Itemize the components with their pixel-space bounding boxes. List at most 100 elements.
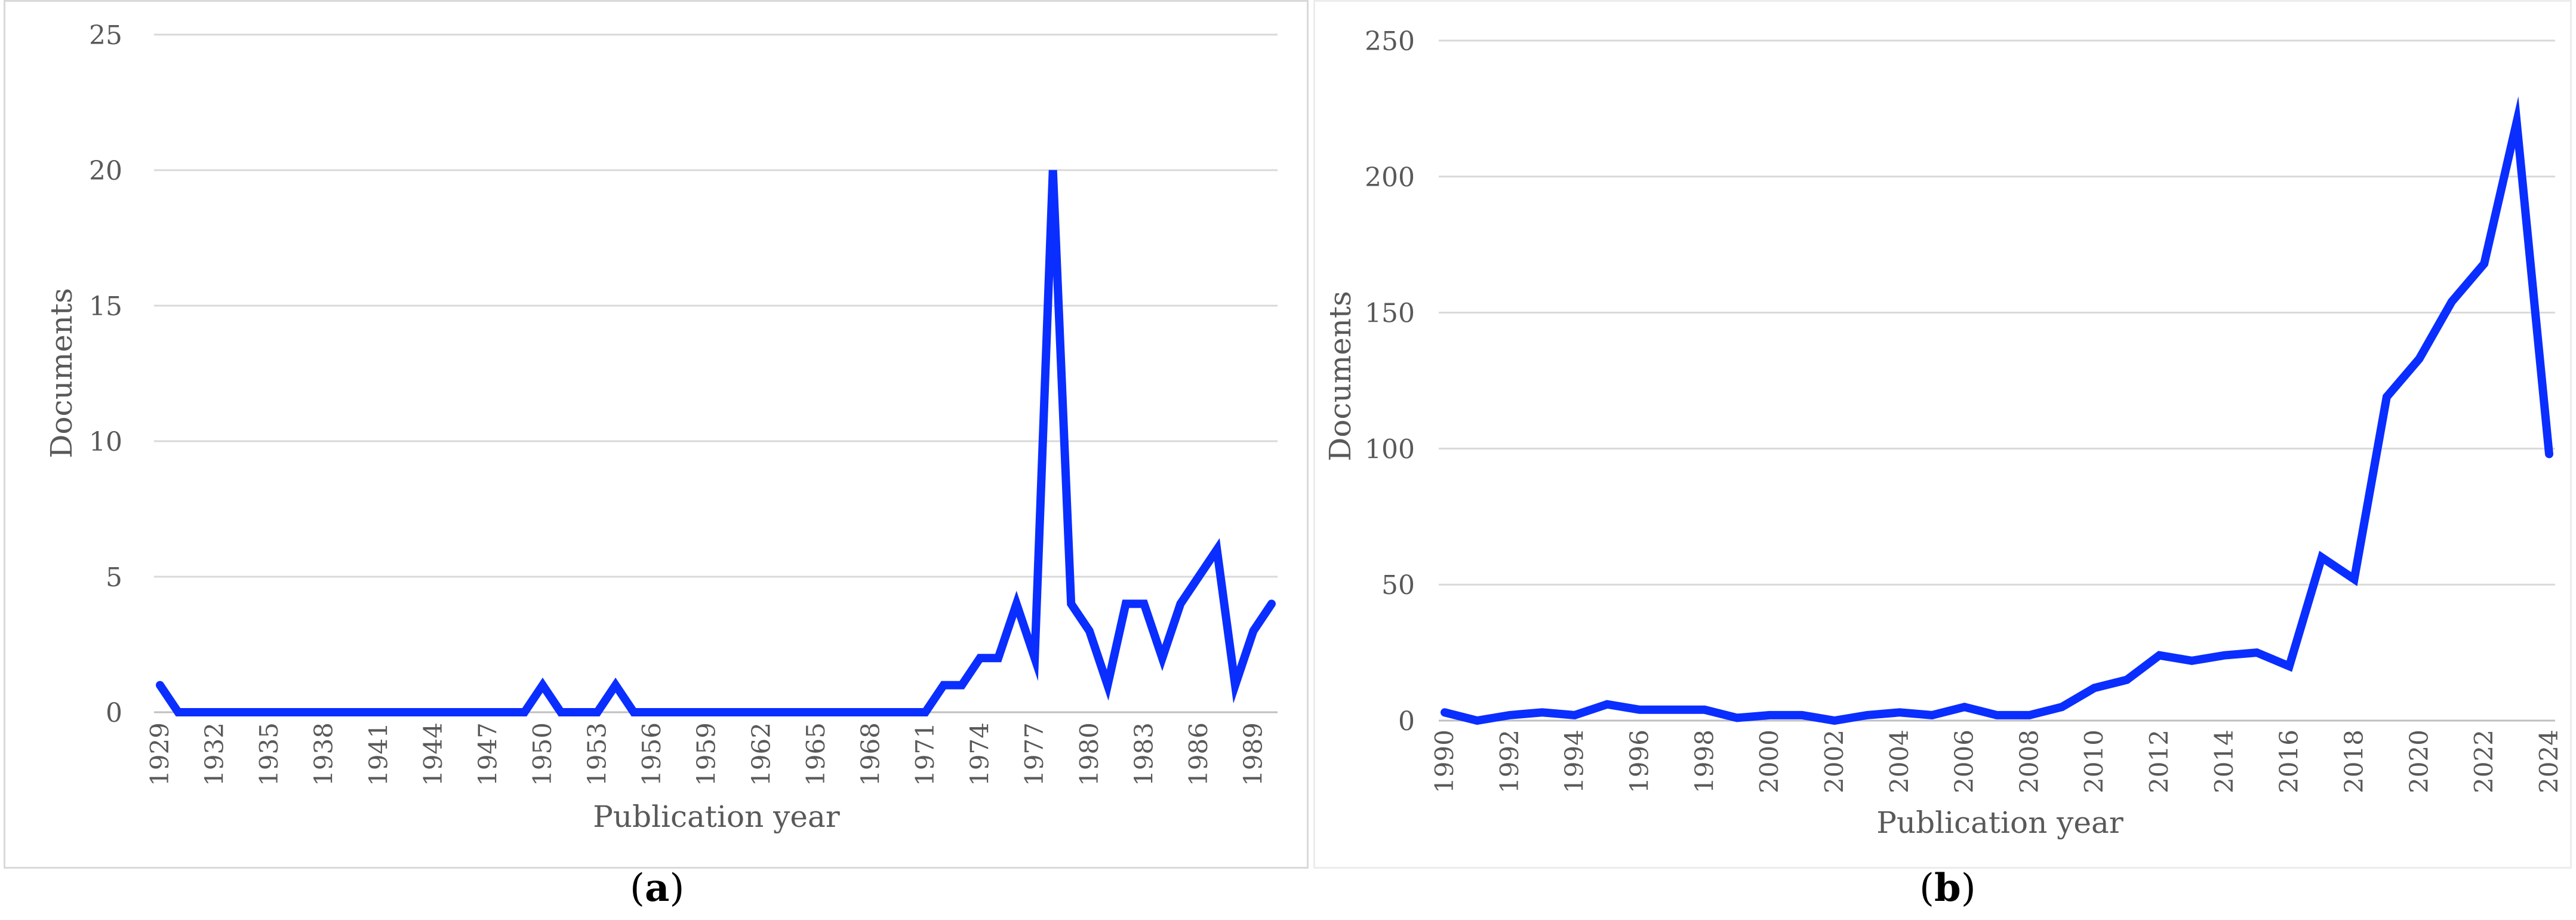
chart-a-x-tick-label: 1956 bbox=[637, 722, 666, 786]
chart-b-x-tick-label: 2000 bbox=[1755, 730, 1784, 793]
chart-a-data-point bbox=[959, 683, 964, 688]
chart-a-data-point bbox=[686, 710, 691, 715]
chart-b-y-tick-label: 200 bbox=[1365, 162, 1415, 193]
chart-a-data-point bbox=[1141, 601, 1146, 606]
chart-b-data-point bbox=[2060, 704, 2064, 709]
chart-b-y-tick-label: 50 bbox=[1381, 570, 1415, 601]
chart-a-data-point bbox=[577, 710, 581, 715]
chart-a-data-point bbox=[1105, 683, 1110, 688]
chart-a-x-axis-label: Publication year bbox=[593, 799, 840, 834]
chart-a-data-point bbox=[996, 656, 1001, 660]
chart-a-data-point bbox=[777, 710, 782, 715]
chart-b-x-tick-label: 2004 bbox=[1885, 730, 1914, 793]
chart-b-x-tick-label: 2024 bbox=[2534, 730, 2563, 793]
chart-b-data-point bbox=[1572, 713, 1577, 718]
chart-b-x-tick-label: 2010 bbox=[2079, 730, 2109, 793]
chart-b-x-tick-label: 1992 bbox=[1495, 730, 1524, 793]
chart-a-data-point bbox=[1196, 574, 1201, 579]
chart-a-data-point bbox=[795, 710, 800, 715]
chart-a-data-point bbox=[358, 710, 363, 715]
chart-a-x-tick-label: 1953 bbox=[583, 722, 612, 786]
chart-b-x-axis-label: Publication year bbox=[1876, 805, 2123, 840]
chart-a-data-point bbox=[158, 683, 162, 688]
chart-b-data-point bbox=[2027, 713, 2032, 718]
chart-a-x-tick-label: 1968 bbox=[855, 722, 885, 786]
chart-b-data-point bbox=[1637, 707, 1642, 712]
chart-b-x-tick-label: 2012 bbox=[2144, 730, 2174, 793]
chart-b-y-tick-label: 100 bbox=[1365, 434, 1415, 464]
chart-a-y-tick-label: 5 bbox=[106, 562, 122, 593]
chart-a-data-point bbox=[230, 710, 235, 715]
chart-a-data-point bbox=[1069, 601, 1073, 606]
chart-b-x-tick-label: 1998 bbox=[1689, 730, 1719, 793]
chart-a-data-point bbox=[1214, 547, 1219, 552]
chart-b-y-tick-label: 250 bbox=[1365, 26, 1415, 57]
chart-a-data-point bbox=[704, 710, 709, 715]
chart-a-data-point bbox=[504, 710, 509, 715]
chart-a-y-tick-label: 25 bbox=[89, 20, 122, 51]
chart-b-data-point bbox=[1995, 713, 1999, 718]
chart-a-data-point bbox=[431, 710, 436, 715]
chart-a-data-point bbox=[1087, 629, 1092, 633]
chart-a-x-tick-label: 1974 bbox=[965, 722, 995, 786]
chart-a-data-point bbox=[285, 710, 290, 715]
chart-b-y-tick-label: 0 bbox=[1398, 706, 1415, 737]
chart-a-data-point bbox=[814, 710, 818, 715]
chart-b-x-tick-label: 2008 bbox=[2014, 730, 2043, 793]
chart-a-x-tick-label: 1971 bbox=[910, 722, 940, 786]
chart-b: 0 50 100 150 200 250 1990 1992 1994 1996 1998 2000 2… bbox=[1323, 26, 2563, 840]
chart-a-data-point bbox=[303, 710, 308, 715]
chart-a-frame bbox=[4, 0, 1309, 869]
chart-a-data-point bbox=[485, 710, 490, 715]
chart-a-data-point bbox=[668, 710, 673, 715]
chart-b-data-point bbox=[1540, 710, 1544, 715]
chart-b-data-point bbox=[1507, 713, 1512, 718]
chart-a-data-point bbox=[887, 710, 891, 715]
chart-a-x-tick-label: 1980 bbox=[1075, 722, 1104, 786]
chart-b-data-point bbox=[1897, 710, 1902, 715]
chart-a-data-point bbox=[267, 710, 272, 715]
chart-a-x-tick-label: 1989 bbox=[1238, 722, 1267, 786]
chart-b-data-point bbox=[1702, 707, 1707, 712]
chart-a-data-point bbox=[1233, 683, 1238, 688]
chart-b-x-tick-label: 2020 bbox=[2404, 730, 2433, 793]
chart-b-series-line bbox=[1441, 96, 2553, 725]
chart-a-data-point bbox=[540, 683, 545, 688]
chart-a-x-tick-label: 1977 bbox=[1020, 722, 1049, 786]
chart-b-y-axis-label: Documents bbox=[1323, 291, 1358, 461]
chart-a-data-point bbox=[741, 710, 746, 715]
chart-b-frame bbox=[1313, 0, 2572, 869]
chart-a-x-tick-label: 1983 bbox=[1129, 722, 1158, 786]
chart-a-data-point bbox=[868, 710, 873, 715]
chart-a-data-point bbox=[722, 710, 727, 715]
chart-b-data-point bbox=[1929, 713, 1934, 718]
chart-a-x-tick-label: 1941 bbox=[364, 722, 393, 786]
chart-b-x-tick-label: 2006 bbox=[1950, 730, 1979, 793]
chart-b-data-point bbox=[2092, 685, 2097, 690]
chart-a-x-tick-label: 1929 bbox=[145, 722, 174, 786]
chart-b-x-tick-label: 2016 bbox=[2275, 730, 2304, 793]
chart-a-data-point bbox=[850, 710, 855, 715]
caption-b-label: b bbox=[1934, 866, 1961, 910]
chart-a-series-line bbox=[156, 170, 1276, 716]
chart-b-x-tick-label: 2014 bbox=[2209, 730, 2239, 793]
chart-b-data-point bbox=[2254, 650, 2259, 655]
chart-b-data-point bbox=[1864, 713, 1869, 718]
chart-b-x-tick-label: 2002 bbox=[1820, 730, 1849, 793]
chart-a-x-tick-label: 1950 bbox=[528, 722, 557, 786]
chart-b-data-point bbox=[1832, 718, 1837, 723]
chart-a-data-point bbox=[322, 710, 327, 715]
chart-b-data-point bbox=[1767, 713, 1772, 718]
chart-b-data-point bbox=[2482, 261, 2486, 266]
chart-a-y-axis-label: Documents bbox=[44, 288, 79, 458]
chart-a-x-tick-label: 1938 bbox=[309, 722, 338, 786]
chart-a-data-point bbox=[1032, 656, 1037, 660]
chart-a-y-tick-label: 0 bbox=[106, 698, 122, 728]
chart-b-data-point bbox=[2222, 653, 2227, 658]
chart-b-data-point bbox=[2384, 395, 2389, 399]
chart-a-x-tick-label: 1935 bbox=[254, 722, 284, 786]
caption-a-label: a bbox=[644, 866, 670, 910]
chart-a-data-point bbox=[213, 710, 217, 715]
chart-a-x-tick-label: 1962 bbox=[746, 722, 775, 786]
